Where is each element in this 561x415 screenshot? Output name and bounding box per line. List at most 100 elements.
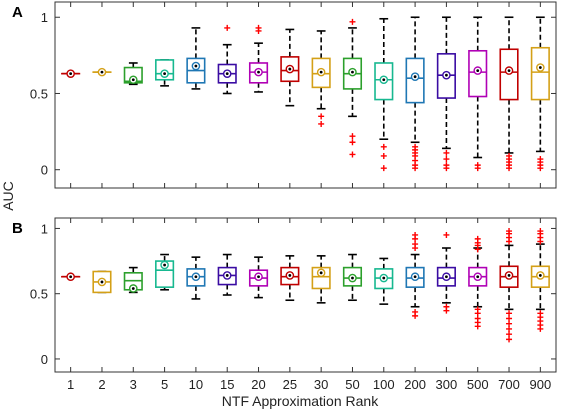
mean-marker-dot xyxy=(351,276,354,280)
x-tick-label: 10 xyxy=(189,377,203,392)
y-tick-label: 1 xyxy=(41,10,48,25)
mean-marker-dot xyxy=(382,78,386,82)
y-tick-label: 0.5 xyxy=(30,287,48,302)
plot-frame xyxy=(54,217,557,373)
y-tick-label: 0 xyxy=(41,163,48,178)
mean-marker-dot xyxy=(476,69,480,73)
outlier-marker xyxy=(537,238,544,245)
outlier-marker xyxy=(349,151,356,158)
outlier-marker xyxy=(474,165,481,172)
outlier-marker xyxy=(318,120,325,127)
y-axis-label: AUC xyxy=(0,181,16,211)
outlier-marker xyxy=(506,315,513,322)
mean-marker-dot xyxy=(100,70,104,74)
y-tick-label: 0 xyxy=(41,352,48,367)
outlier-marker xyxy=(349,18,356,25)
x-tick-label: 500 xyxy=(467,377,489,392)
mean-marker-dot xyxy=(69,72,73,76)
x-tick-label: 25 xyxy=(283,377,297,392)
outlier-marker xyxy=(443,165,450,172)
mean-marker-dot xyxy=(257,275,260,279)
outlier-marker xyxy=(443,231,450,238)
outlier-marker xyxy=(380,152,387,159)
outlier-marker xyxy=(443,156,450,163)
mean-marker-dot xyxy=(382,276,386,280)
panel-b-letter: B xyxy=(12,220,23,237)
outlier-marker xyxy=(255,27,262,34)
plot-frame xyxy=(54,1,557,189)
x-tick-label: 2 xyxy=(98,377,105,392)
outlier-marker xyxy=(318,113,325,120)
outlier-marker xyxy=(380,143,387,150)
panel-a: 00.51 xyxy=(30,1,557,189)
panel-b: 0 0.5 1 1 2 3 5 10 15 20 25 30 50 100 200 300 500 700 900 xyxy=(30,217,557,392)
mean-marker-dot xyxy=(413,275,417,279)
outlier-marker xyxy=(412,165,419,172)
outlier-marker xyxy=(412,235,419,242)
mean-marker-dot xyxy=(476,275,480,279)
x-tick-label: 900 xyxy=(529,377,551,392)
mean-marker-dot xyxy=(288,274,292,277)
mean-marker-dot xyxy=(538,274,542,277)
outlier-marker xyxy=(474,323,481,330)
outlier-marker xyxy=(349,133,356,140)
outlier-marker xyxy=(380,165,387,172)
mean-marker-dot xyxy=(507,69,511,73)
y-tick-label: 1 xyxy=(41,221,48,236)
mean-marker-dot xyxy=(131,287,135,290)
outlier-marker xyxy=(506,320,513,327)
x-tick-label: 15 xyxy=(220,377,234,392)
mean-marker-dot xyxy=(445,275,448,279)
mean-marker-dot xyxy=(163,72,166,76)
mean-marker-dot xyxy=(507,274,511,277)
x-tick-label: 700 xyxy=(498,377,520,392)
outlier-marker xyxy=(506,336,513,343)
outlier-marker xyxy=(506,238,513,245)
x-tick-label: 30 xyxy=(314,377,328,392)
outlier-marker xyxy=(506,165,513,172)
outlier-marker xyxy=(506,331,513,338)
outlier-marker xyxy=(537,165,544,172)
x-tick-label: 50 xyxy=(345,377,359,392)
outlier-marker xyxy=(412,312,419,319)
outlier-marker xyxy=(506,310,513,317)
mean-marker-dot xyxy=(194,64,198,68)
x-axis-label: NTF Approximation Rank xyxy=(222,393,379,409)
panel-a-letter: A xyxy=(12,4,23,21)
outlier-marker xyxy=(224,24,231,31)
mean-marker-dot xyxy=(445,73,448,77)
mean-marker-dot xyxy=(225,72,229,76)
mean-marker-dot xyxy=(319,271,323,275)
outlier-marker xyxy=(474,310,481,317)
mean-marker-dot xyxy=(413,75,417,79)
x-tick-label: 300 xyxy=(436,377,458,392)
x-tick-label: 100 xyxy=(373,377,395,392)
outlier-marker xyxy=(443,149,450,156)
mean-marker-dot xyxy=(319,70,323,74)
x-tick-label: 20 xyxy=(251,377,265,392)
x-tick-label: 5 xyxy=(161,377,168,392)
mean-marker-dot xyxy=(225,274,229,277)
mean-marker-dot xyxy=(163,263,166,267)
outlier-marker xyxy=(506,325,513,332)
y-tick-label: 0.5 xyxy=(30,86,48,101)
outlier-marker xyxy=(349,139,356,146)
mean-marker-dot xyxy=(69,275,73,279)
outlier-marker xyxy=(474,246,481,253)
mean-marker-dot xyxy=(100,280,104,284)
x-tick-label: 3 xyxy=(130,377,137,392)
outlier-marker xyxy=(412,245,419,252)
x-tick-label: 200 xyxy=(404,377,426,392)
outlier-marker xyxy=(443,307,450,314)
mean-marker-dot xyxy=(538,66,542,69)
mean-marker-dot xyxy=(257,70,260,74)
mean-marker-dot xyxy=(351,70,354,74)
x-tick-label: 1 xyxy=(67,377,74,392)
mean-marker-dot xyxy=(131,78,135,82)
mean-marker-dot xyxy=(194,275,198,279)
mean-marker-dot xyxy=(288,67,292,71)
outlier-marker xyxy=(537,325,544,332)
box-body xyxy=(311,266,331,290)
